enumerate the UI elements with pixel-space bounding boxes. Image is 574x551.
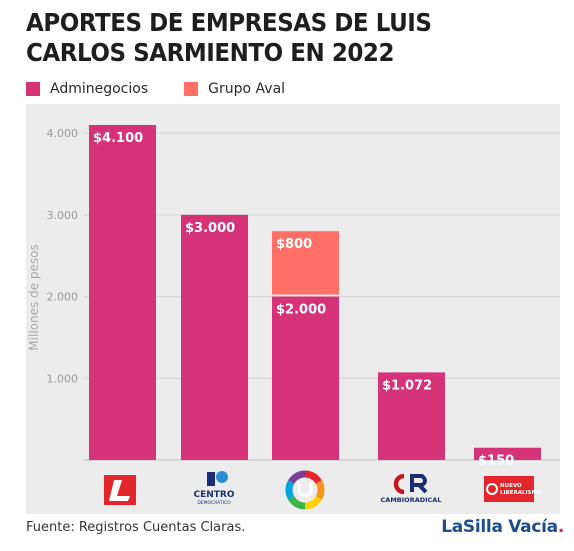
data-label: $3.000 — [185, 221, 235, 236]
data-label: $800 — [276, 237, 312, 252]
brand-logo: LaSilla Vacía. — [441, 517, 564, 537]
partido-u-logo-icon — [315, 480, 325, 500]
partido-u-logo-icon — [304, 496, 322, 510]
partido-u-logo-icon — [288, 470, 306, 484]
nuevo-liberalismo-label: NUEVO — [500, 483, 522, 489]
nuevo-liberalismo-logo-icon — [484, 476, 534, 502]
y-tick-label: 2.000 — [47, 291, 79, 304]
legend-item-grupo-aval: Grupo Aval — [184, 81, 285, 97]
bar-adminegocios — [378, 372, 445, 460]
cambio-radical-logo-icon — [410, 474, 428, 494]
partido-u-logo-icon — [304, 470, 322, 484]
legend: Adminegocios Grupo Aval — [26, 80, 321, 98]
centro-democratico-logo-icon — [216, 471, 228, 483]
y-axis-label: Millones de pesos — [27, 244, 41, 350]
centro-democratico-logo-icon — [207, 472, 215, 486]
legend-swatch-adminegocios — [26, 82, 40, 96]
partido-u-logo-icon — [297, 482, 313, 498]
legend-label-grupo-aval: Grupo Aval — [208, 81, 286, 97]
liberal-logo-icon — [109, 480, 130, 501]
y-tick-label: 4.000 — [47, 127, 79, 140]
nuevo-liberalismo-logo-icon — [486, 483, 498, 495]
chart-title: APORTES DE EMPRESAS DE LUIS CARLOS SARMI… — [26, 8, 432, 67]
bar-adminegocios — [181, 214, 248, 460]
legend-swatch-grupo-aval — [184, 82, 199, 96]
legend-item-adminegocios: Adminegocios — [26, 81, 148, 97]
data-label: $4.100 — [93, 131, 143, 146]
nuevo-liberalismo-label: LIBERALISMO — [500, 490, 542, 496]
bar-adminegocios — [89, 125, 156, 460]
centro-democratico-label: CENTRO — [193, 490, 234, 500]
y-tick-label: 1.000 — [47, 372, 79, 385]
source-note: Fuente: Registros Cuentas Claras. — [26, 520, 246, 535]
y-tick-label: 3.000 — [47, 209, 79, 222]
bar-adminegocios — [272, 296, 339, 460]
bar-grupo-aval — [272, 231, 339, 295]
data-label: $150 — [478, 454, 514, 469]
data-label: $2.000 — [276, 303, 326, 318]
legend-label-adminegocios: Adminegocios — [50, 81, 149, 97]
bar-adminegocios — [474, 447, 541, 460]
data-label: $1.072 — [382, 378, 432, 393]
cambio-radical-logo-icon — [393, 473, 405, 495]
partido-u-logo-icon — [288, 496, 306, 510]
centro-democratico-label: DEMOCRÁTICO — [197, 499, 231, 506]
partido-u-logo-icon — [285, 480, 295, 500]
cambio-radical-label: CAMBIORADICAL — [381, 496, 442, 504]
